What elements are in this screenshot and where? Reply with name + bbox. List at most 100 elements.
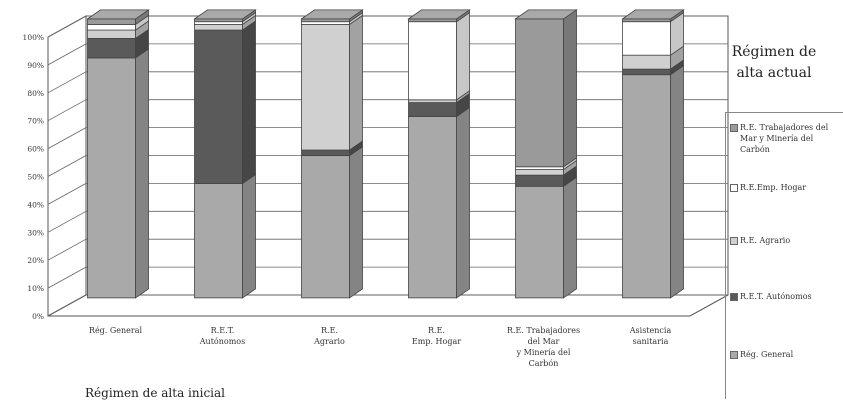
bar-front [87, 24, 136, 31]
bar-side [349, 145, 363, 299]
gridline-side [47, 15, 87, 38]
bar-front [622, 68, 671, 76]
x-tick-label-line: sanitaria [633, 337, 669, 346]
y-tick-label: 0% [32, 312, 44, 321]
bar-front [515, 18, 564, 168]
bar-segment [622, 64, 684, 299]
bar-front [194, 183, 243, 299]
bar-segment [408, 11, 470, 101]
bar-front [87, 18, 136, 25]
legend-label: R.E.T. Autónomos [740, 292, 812, 301]
gridline-side [47, 183, 87, 205]
bar-segment [407, 9, 471, 23]
legend-swatch [730, 237, 738, 245]
bar-segment [515, 176, 577, 299]
legend-border [725, 112, 843, 399]
bar-segment [194, 20, 256, 185]
bar-front [87, 57, 136, 299]
y-tick-label: 10% [27, 284, 44, 293]
bar-side [563, 176, 577, 299]
legend-label: R.E.Emp. Hogar [740, 183, 807, 192]
bar-segment [408, 106, 470, 299]
bar-side [242, 173, 256, 299]
x-tick-label-line: R.E. [321, 326, 338, 335]
gridline-side [47, 43, 87, 66]
bar-front [408, 102, 457, 117]
x-tick-label-line: Rég. General [89, 326, 143, 335]
legend-label: R.E. Trabajadores del Mar y Minería del … [740, 123, 829, 154]
bar-front [408, 18, 457, 23]
bar-front [515, 169, 564, 176]
x-tick-label-line: Emp. Hogar [412, 337, 461, 346]
y-axis-ticks: 0% 10% 20% 30% 40% 50% 60% 70% 80% 90% 100% [23, 33, 44, 321]
x-tick-label: R.E. Emp. Hogar [412, 326, 461, 346]
bar-side [670, 64, 684, 299]
x-tick-label: Asistencia sanitaria [629, 326, 672, 346]
bar-front [301, 18, 350, 23]
bar-segment [514, 9, 578, 168]
bar-segment [87, 28, 149, 59]
bar-front [622, 74, 671, 299]
legend-swatch [730, 293, 738, 301]
y-tick-label: 50% [27, 173, 44, 182]
y-tick-label: 40% [27, 200, 44, 209]
legend-label: R.E. Agrario [740, 236, 791, 245]
bar-segment [194, 173, 256, 299]
bar-side [456, 106, 470, 299]
x-tick-label-line: R.E. Trabajadores [507, 326, 580, 335]
bar-front [301, 149, 350, 157]
bar-front [408, 116, 457, 299]
y-tick-label: 90% [27, 61, 44, 70]
bar-front [194, 29, 243, 184]
bar-front [194, 18, 243, 23]
x-tick-label-line: del Mar [528, 337, 560, 346]
bar-segment [300, 9, 364, 23]
bar-segment [301, 145, 363, 299]
x-tick-label: Rég. General [89, 326, 143, 335]
bars [86, 9, 685, 299]
y-tick-label: 30% [27, 228, 44, 237]
bar-front [87, 38, 136, 59]
bar-front [515, 185, 564, 299]
y-tick-label: 70% [27, 117, 44, 126]
bar-front [194, 24, 243, 31]
bar-top [407, 9, 471, 20]
gridline-side [47, 210, 87, 233]
bar-front [622, 18, 671, 23]
gridline-side [47, 266, 87, 289]
gridline-side [47, 155, 87, 177]
y-tick-label: 100% [23, 33, 44, 42]
x-tick-label: R.E.T. Autónomos [199, 326, 245, 346]
bar-top [621, 9, 685, 20]
bar-segment [622, 11, 684, 56]
bar-front [194, 21, 243, 25]
bar-segment [621, 9, 685, 23]
bar-front [408, 21, 457, 101]
y-tick-label: 20% [27, 256, 44, 265]
gridline-side [47, 238, 87, 261]
bar-front [622, 21, 671, 56]
x-tick-label-line: Agrario [313, 337, 345, 346]
bar-segment [301, 14, 363, 151]
bar-segment [622, 45, 684, 70]
bar-top [514, 9, 578, 20]
bar-segment [87, 48, 149, 299]
bar-front [622, 54, 671, 70]
bar-top [300, 9, 364, 20]
x-tick-label: R.E. Agrario [313, 326, 345, 346]
bar-segment [193, 9, 257, 23]
bar-front [301, 24, 350, 151]
bar-segment [86, 9, 150, 26]
bar-side [242, 20, 256, 185]
bar-front [515, 174, 564, 187]
bar-front [87, 29, 136, 39]
x-tick-label-line: R.E. [428, 326, 445, 335]
gridline-side [47, 99, 87, 122]
bar-front [515, 166, 564, 170]
bar-top [193, 9, 257, 20]
bar-side [135, 48, 149, 299]
legend-swatch [730, 184, 738, 192]
y-tick-label: 80% [27, 89, 44, 98]
legend-title: Régimen de alta actual [731, 44, 817, 81]
gridline-side [47, 294, 87, 317]
